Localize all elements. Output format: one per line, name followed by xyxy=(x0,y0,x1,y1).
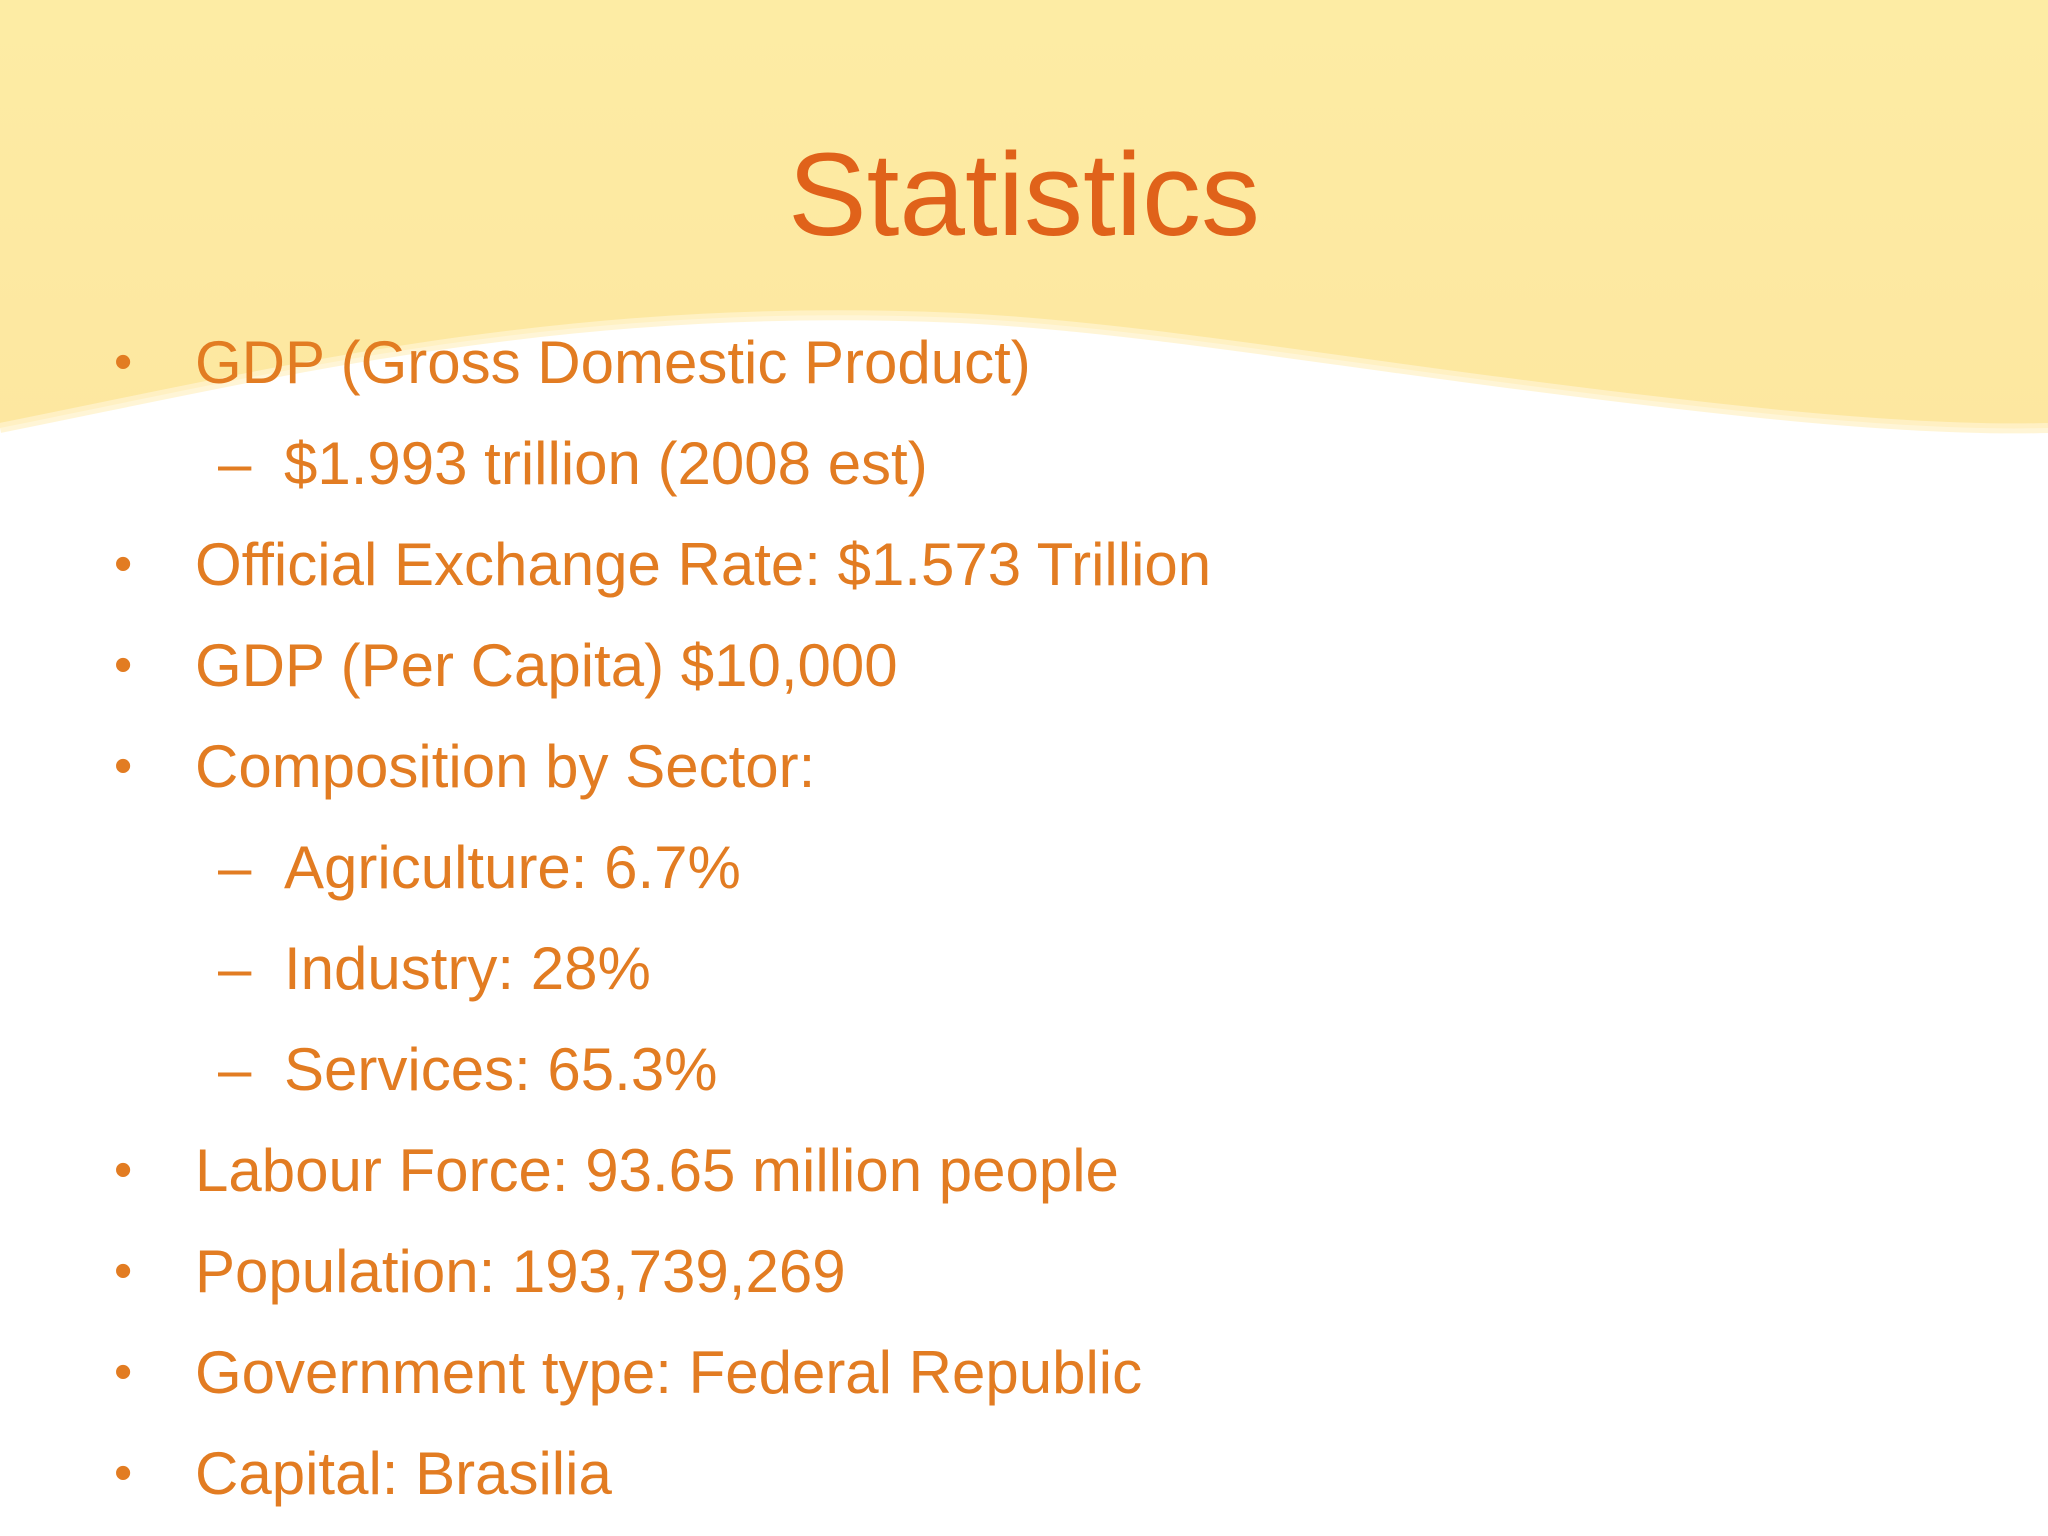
list-item-text: Capital: Brasilia xyxy=(195,1440,612,1507)
bullet-marker: • xyxy=(114,737,133,795)
list-item: – Industry: 28% xyxy=(0,918,2048,1019)
dash-marker: – xyxy=(218,1036,252,1103)
list-item-text: Industry: 28% xyxy=(284,935,651,1002)
dash-marker: – xyxy=(218,430,252,497)
list-item: • Government type: Federal Republic xyxy=(0,1322,2048,1423)
banner-wave-decoration xyxy=(0,0,2048,434)
bullet-marker: • xyxy=(114,535,133,593)
list-item-text: GDP (Per Capita) $10,000 xyxy=(195,632,898,699)
list-item-text: Services: 65.3% xyxy=(284,1036,718,1103)
list-item: • Composition by Sector: xyxy=(0,716,2048,817)
bullet-marker: • xyxy=(114,1141,133,1199)
list-item-text: $1.993 trillion (2008 est) xyxy=(284,430,928,497)
list-item: • Capital: Brasilia xyxy=(0,1423,2048,1524)
list-item-text: Official Exchange Rate: $1.573 Trillion xyxy=(195,531,1212,598)
dash-marker: – xyxy=(218,834,252,901)
list-item-text: GDP (Gross Domestic Product) xyxy=(195,329,1031,396)
list-item: • GDP (Gross Domestic Product) xyxy=(0,312,2048,413)
list-item: • Population: 193,739,269 xyxy=(0,1221,2048,1322)
slide-title: Statistics xyxy=(787,129,1261,261)
list-item: • GDP (Per Capita) $10,000 xyxy=(0,615,2048,716)
list-item-text: Agriculture: 6.7% xyxy=(284,834,741,901)
list-item: – Agriculture: 6.7% xyxy=(0,817,2048,918)
list-item-text: Composition by Sector: xyxy=(195,733,816,800)
list-item: • Official Exchange Rate: $1.573 Trillio… xyxy=(0,514,2048,615)
list-item: – $1.993 trillion (2008 est) xyxy=(0,413,2048,514)
dash-marker: – xyxy=(218,935,252,1002)
bullet-marker: • xyxy=(114,1242,133,1300)
list-item-text: Labour Force: 93.65 million people xyxy=(195,1137,1119,1204)
list-item-text: Population: 193,739,269 xyxy=(195,1238,846,1305)
list-item: – Services: 65.3% xyxy=(0,1019,2048,1120)
bullet-list: • GDP (Gross Domestic Product) – $1.993 … xyxy=(0,312,2048,1524)
bullet-marker: • xyxy=(114,636,133,694)
list-item: • Labour Force: 93.65 million people xyxy=(0,1120,2048,1221)
bullet-marker: • xyxy=(114,1343,133,1401)
list-item-text: Government type: Federal Republic xyxy=(195,1339,1143,1406)
bullet-marker: • xyxy=(114,1444,133,1502)
bullet-marker: • xyxy=(114,333,133,391)
